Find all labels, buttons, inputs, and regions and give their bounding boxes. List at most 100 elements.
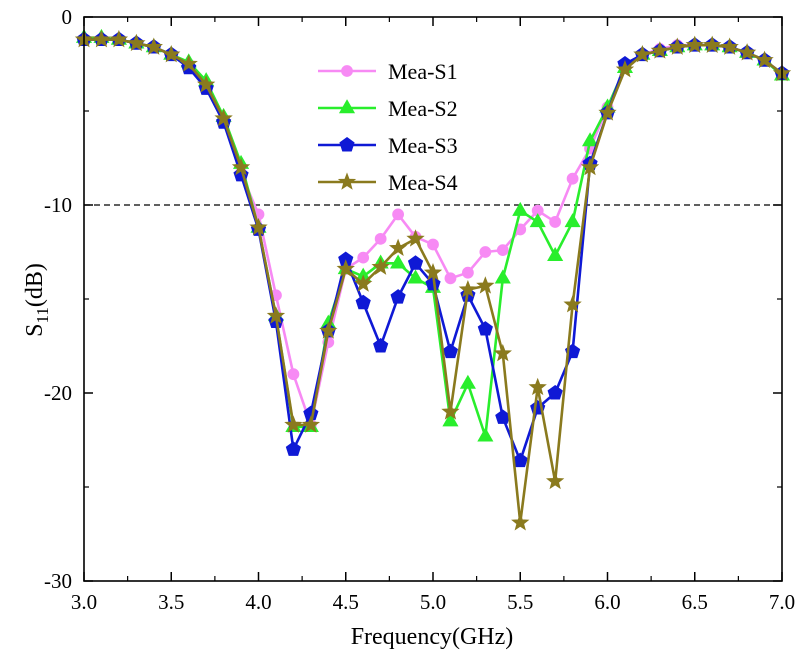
data-point	[390, 254, 407, 269]
data-point	[493, 343, 512, 362]
data-point	[427, 238, 439, 251]
data-point	[442, 343, 459, 359]
legend: Mea-S1 Mea-S2 Mea-S3 Mea-S4	[318, 59, 458, 195]
data-point	[528, 377, 547, 396]
legend-item: Mea-S1	[318, 59, 458, 84]
data-point	[737, 43, 757, 61]
data-point	[564, 213, 581, 228]
data-point	[301, 415, 321, 433]
data-point	[458, 279, 478, 298]
data-point	[477, 427, 494, 442]
data-point	[459, 374, 476, 389]
x-axis-title: Frequency(GHz)	[351, 624, 514, 650]
y-tick-label: 0	[62, 5, 73, 29]
data-point	[407, 255, 424, 270]
data-point	[461, 266, 474, 279]
data-point	[109, 29, 129, 48]
data-point	[444, 272, 457, 285]
data-point	[615, 60, 635, 78]
data-point	[92, 29, 111, 48]
data-point	[287, 368, 300, 381]
legend-label: Mea-S2	[388, 96, 458, 121]
data-point	[214, 108, 233, 127]
series-mea-s4	[74, 29, 792, 531]
data-point	[476, 276, 495, 294]
data-point	[633, 44, 652, 63]
data-point	[196, 75, 216, 93]
data-point	[373, 338, 389, 353]
data-point	[650, 41, 670, 59]
data-point	[598, 103, 617, 121]
data-point	[668, 37, 687, 55]
data-point	[371, 257, 390, 275]
data-point	[406, 229, 425, 247]
y-tick-label: -10	[44, 193, 72, 217]
axes-layer: 3.0 3.5 4.0 4.5 5.0 5.5 6.0 6.5 7.0 0 -10 -20 -30	[44, 5, 795, 614]
data-point	[231, 157, 251, 176]
data-point	[390, 289, 406, 304]
data-point	[249, 217, 268, 236]
legend-item: Mea-S4	[318, 170, 458, 195]
data-point	[581, 132, 599, 147]
legend-swatch-marker	[337, 172, 357, 190]
data-point	[703, 35, 722, 53]
data-point	[720, 37, 739, 55]
data-point	[545, 471, 565, 490]
data-point	[179, 54, 198, 72]
x-tick-label: 4.5	[333, 590, 359, 614]
x-tick-label: 5.5	[507, 590, 533, 614]
data-point	[127, 33, 146, 52]
x-tick-label: 6.0	[594, 590, 620, 614]
data-point	[423, 263, 443, 281]
data-point	[425, 275, 441, 291]
series-layer	[74, 28, 792, 531]
data-point	[549, 216, 562, 228]
data-point	[563, 295, 582, 313]
y-tick-label: -30	[44, 569, 72, 593]
data-point	[441, 402, 460, 420]
data-point	[580, 157, 600, 176]
data-point	[266, 306, 286, 324]
data-point	[529, 213, 546, 228]
data-point	[162, 44, 181, 63]
x-tick-label: 4.0	[245, 590, 271, 614]
y-axis-title-main: S	[22, 324, 48, 337]
legend-item: Mea-S3	[318, 133, 458, 158]
legend-swatch-marker	[339, 137, 355, 152]
data-point	[357, 251, 370, 264]
legend-label: Mea-S1	[388, 59, 458, 84]
data-point	[479, 246, 492, 258]
data-point	[442, 412, 459, 427]
data-point	[392, 208, 405, 221]
legend-swatch-marker	[341, 65, 353, 77]
data-point	[354, 274, 373, 292]
data-point	[685, 35, 704, 53]
data-point	[566, 172, 579, 185]
data-point	[547, 246, 564, 261]
data-point	[319, 321, 338, 339]
data-point	[755, 50, 774, 69]
data-point	[407, 269, 424, 284]
data-point	[477, 321, 493, 336]
legend-label: Mea-S3	[388, 133, 458, 158]
data-point	[336, 259, 355, 277]
data-point	[144, 37, 163, 55]
data-point	[285, 441, 302, 456]
data-point	[512, 201, 529, 216]
y-axis-title: S11(dB)	[22, 263, 52, 337]
data-point	[284, 415, 303, 433]
legend-item: Mea-S2	[318, 96, 458, 121]
data-point	[494, 269, 511, 284]
y-axis-title-subscript: 11	[33, 307, 52, 323]
data-point	[355, 294, 371, 310]
x-tick-label: 6.5	[682, 590, 708, 614]
y-tick-label: -20	[44, 381, 72, 405]
x-tick-label: 3.0	[71, 590, 97, 614]
data-point	[511, 513, 530, 531]
data-point	[496, 244, 509, 257]
data-point	[388, 238, 408, 257]
x-tick-label: 7.0	[769, 590, 795, 614]
data-point	[374, 232, 387, 245]
